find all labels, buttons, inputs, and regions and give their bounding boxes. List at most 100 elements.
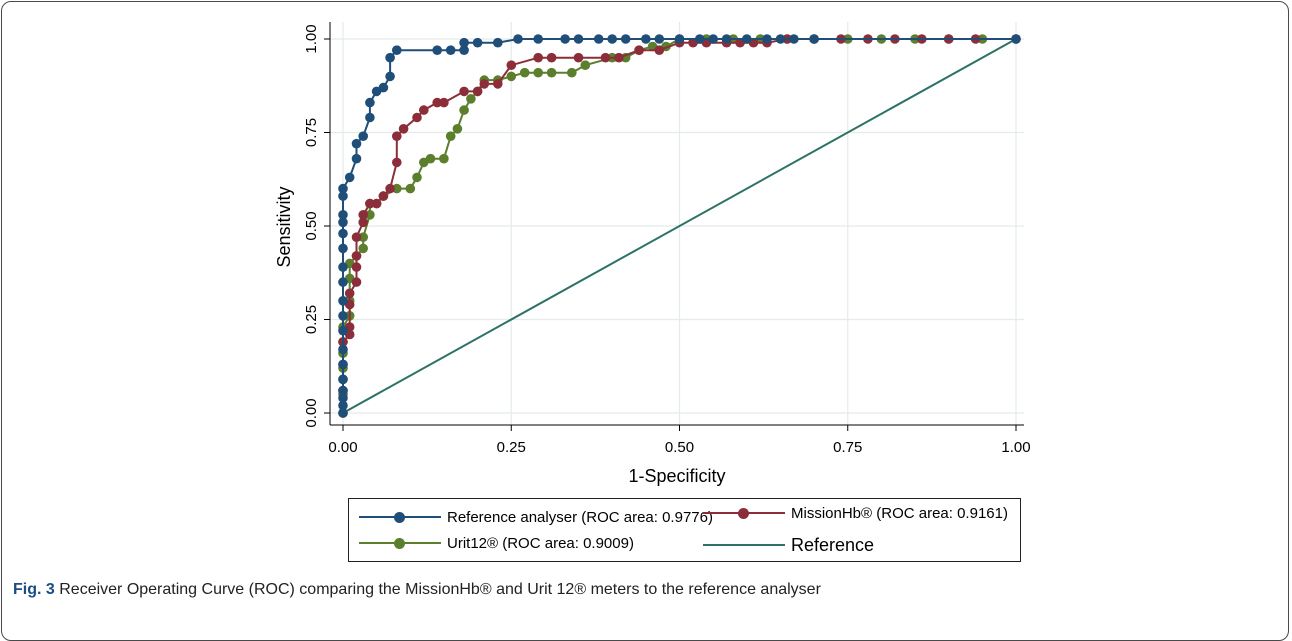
data-point [493, 37, 503, 48]
roc-chart: 0.00 0.25 0.50 0.75 1.00 0.00 0.25 0.50 0.75 1.00… [274, 22, 1031, 486]
data-point [338, 191, 348, 201]
data-point [351, 232, 362, 242]
data-point [533, 34, 543, 44]
data-point [358, 210, 369, 220]
data-point [338, 296, 348, 306]
data-point [533, 52, 543, 63]
x-tick-label: 0.75 [833, 439, 862, 456]
data-point [775, 34, 786, 44]
y-axis-label: Sensitivity [274, 186, 294, 267]
x-tick-label: 0.25 [497, 439, 526, 456]
data-point [546, 67, 557, 78]
data-point [459, 105, 469, 115]
legend-label: Reference [791, 534, 875, 555]
data-point [445, 131, 456, 141]
data-point [674, 34, 685, 44]
data-point [371, 198, 382, 209]
series-3 [342, 38, 1017, 414]
data-point [365, 112, 375, 123]
data-point [506, 71, 517, 82]
data-point [338, 183, 348, 194]
series-line [342, 38, 1017, 414]
data-point [493, 79, 503, 89]
data-point [338, 408, 348, 418]
data-point [721, 34, 732, 44]
data-point [392, 45, 402, 55]
data-point [432, 45, 443, 55]
data-point [338, 385, 348, 396]
legend-label: Reference analyser (ROC area: 0.9776) [447, 508, 713, 526]
data-point [459, 45, 469, 55]
data-point [425, 153, 436, 164]
data-point [560, 34, 570, 44]
data-point [607, 34, 617, 44]
data-point [385, 71, 395, 82]
data-point [338, 311, 348, 321]
data-point [385, 52, 395, 63]
data-point [580, 60, 591, 70]
data-point [506, 60, 517, 70]
legend-label: Urit12® (ROC area: 0.9009) [447, 534, 634, 552]
data-point [365, 198, 375, 209]
data-point [358, 243, 369, 254]
data-point [419, 105, 429, 115]
data-point [432, 97, 443, 108]
legend-label: MissionHb® (ROC area: 0.9161) [791, 504, 1008, 522]
y-tick-label: 0.25 [303, 305, 320, 334]
data-point [620, 34, 631, 44]
data-point [573, 34, 584, 44]
data-point [573, 52, 584, 63]
legend-swatch-reference-analyser [359, 510, 441, 524]
y-tick-label: 0.50 [303, 211, 320, 240]
data-point [654, 45, 665, 55]
data-point [762, 34, 772, 44]
caption-text: Receiver Operating Curve (ROC) comparing… [59, 581, 821, 598]
data-point [338, 325, 348, 336]
data-point [479, 79, 490, 89]
data-point [412, 172, 422, 183]
data-point [654, 34, 665, 44]
data-point [445, 45, 456, 55]
data-point [338, 217, 348, 228]
data-point [351, 153, 362, 164]
data-point [351, 262, 362, 272]
data-point [708, 34, 718, 44]
data-point [338, 210, 348, 220]
data-point [600, 52, 611, 63]
data-point [392, 183, 402, 194]
data-point [392, 157, 402, 168]
data-point [338, 374, 348, 385]
x-axis-label: 1-Specificity [628, 466, 725, 486]
data-point [641, 34, 651, 44]
x-tick-label: 0.50 [665, 439, 694, 456]
data-point [405, 183, 416, 194]
data-point [344, 172, 355, 183]
data-point [519, 67, 530, 78]
data-point [452, 124, 463, 134]
legend-item-missionhb: MissionHb® (ROC area: 0.9161) [703, 501, 1008, 525]
data-point [338, 393, 348, 403]
data-point [742, 34, 752, 44]
data-point [378, 82, 389, 93]
data-point [338, 359, 348, 370]
y-tick-label: 0.00 [303, 398, 320, 427]
data-point [533, 67, 543, 78]
legend: Reference analyser (ROC area: 0.9776) Mi… [348, 498, 1021, 562]
data-point [338, 400, 348, 411]
data-point [546, 52, 557, 63]
data-point [459, 86, 469, 97]
data-point [365, 210, 375, 220]
data-point [338, 344, 348, 355]
data-point [351, 277, 362, 287]
data-point [472, 37, 483, 48]
data-point [358, 131, 369, 141]
legend-swatch-reference [703, 538, 785, 552]
data-point [398, 124, 409, 134]
data-point [567, 67, 577, 78]
data-point [385, 183, 395, 194]
y-tick-label: 0.75 [303, 118, 320, 147]
data-point [614, 52, 624, 63]
legend-swatch-urit12 [359, 536, 441, 550]
data-point [338, 243, 348, 254]
figure-caption: Fig. 3 Receiver Operating Curve (ROC) co… [13, 581, 821, 599]
